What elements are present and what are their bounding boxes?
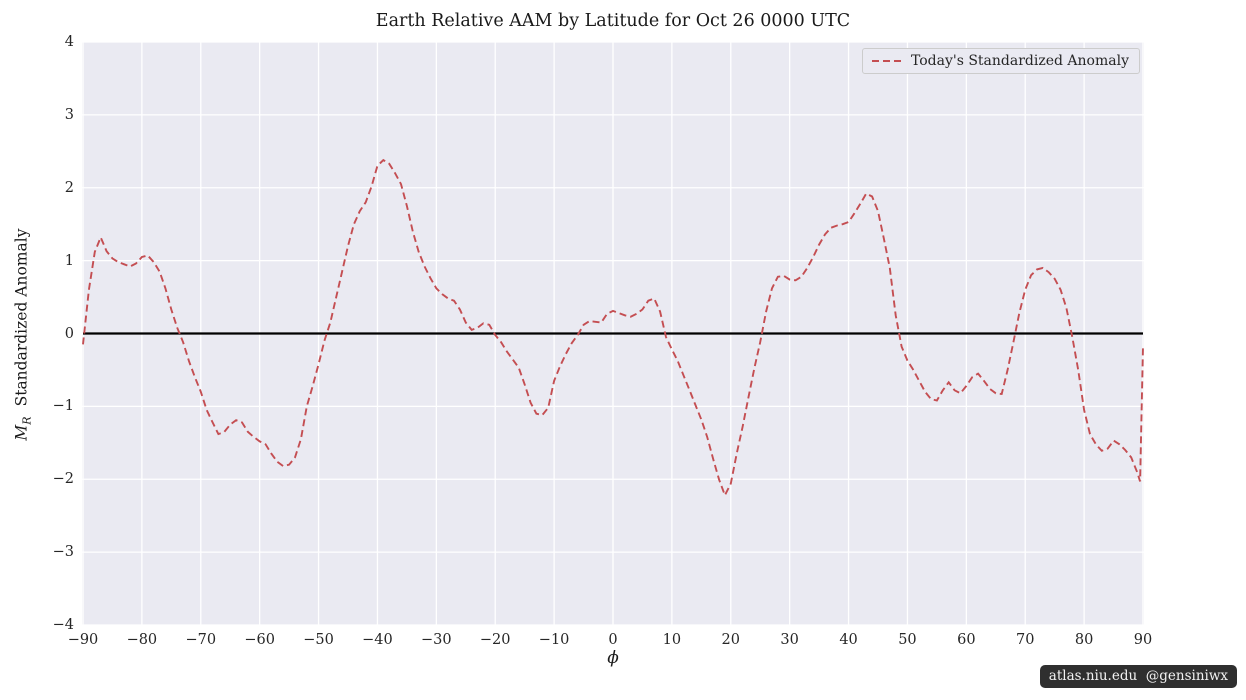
y-axis-label-subscript: R <box>20 416 34 425</box>
y-axis-label-variable: M <box>12 424 31 441</box>
x-tick-label: 60 <box>957 632 976 648</box>
x-tick-label: −60 <box>244 632 275 648</box>
x-tick-label: 80 <box>1074 632 1094 648</box>
anomaly-curve <box>82 158 1144 498</box>
x-tick-label: −50 <box>303 632 334 648</box>
y-axis-label: MR Standardized Anomaly <box>12 190 33 480</box>
x-axis-label: ϕ <box>607 648 619 668</box>
y-tick-label: −3 <box>52 544 74 561</box>
x-tick-label: −90 <box>67 632 99 648</box>
y-tick-label: −2 <box>52 471 74 488</box>
legend-dashed-line-sample <box>871 60 902 62</box>
y-tick-label: −4 <box>52 617 74 633</box>
y-tick-label: −1 <box>52 398 74 415</box>
y-tick-label: 0 <box>64 325 74 342</box>
y-tick-label: 2 <box>64 179 74 196</box>
y-tick-label: 4 <box>64 34 74 50</box>
y-axis-label-text: Standardized Anomaly <box>12 228 31 407</box>
x-tick-label: −40 <box>362 632 393 648</box>
x-tick-label: 30 <box>780 632 799 648</box>
y-tick-label: 1 <box>64 252 74 269</box>
x-tick-label: 40 <box>839 632 858 648</box>
x-tick-label: −80 <box>126 632 158 648</box>
y-tick-label: 3 <box>64 106 74 123</box>
legend: Today's Standardized Anomaly <box>861 48 1140 74</box>
chart-title: Earth Relative AAM by Latitude for Oct 2… <box>375 11 851 31</box>
x-tick-label: −70 <box>185 632 217 648</box>
watermark-badge: atlas.niu.edu @gensiniwx <box>1039 665 1237 688</box>
legend-label: Today's Standardized Anomaly <box>910 53 1129 69</box>
x-tick-label: 70 <box>1015 632 1035 648</box>
x-tick-label: 90 <box>1133 632 1153 648</box>
x-tick-label: −10 <box>538 632 570 648</box>
x-tick-label: −30 <box>421 632 452 648</box>
x-tick-label: 0 <box>608 632 618 648</box>
x-tick-label: 10 <box>662 632 682 648</box>
x-tick-label: −20 <box>479 632 511 648</box>
x-tick-label: 50 <box>898 632 917 648</box>
x-tick-label: 20 <box>721 632 740 648</box>
